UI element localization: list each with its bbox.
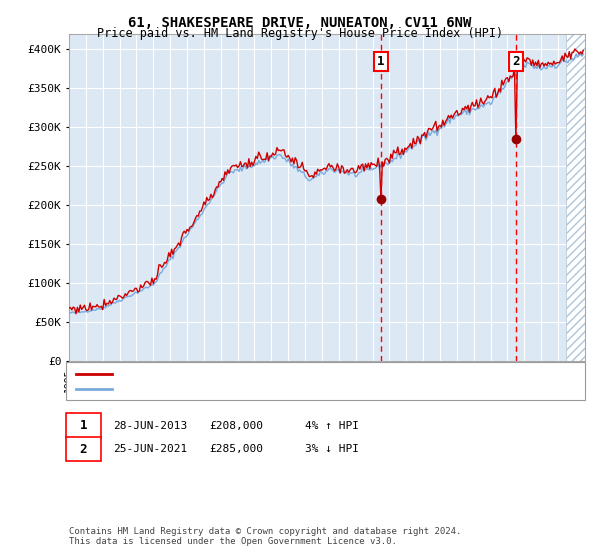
Text: 1: 1 (80, 419, 87, 432)
Text: 2: 2 (80, 442, 87, 456)
Text: 4% ↑ HPI: 4% ↑ HPI (305, 421, 359, 431)
Text: 25-JUN-2021: 25-JUN-2021 (113, 444, 187, 454)
Text: 61, SHAKESPEARE DRIVE, NUNEATON, CV11 6NW (detached house): 61, SHAKESPEARE DRIVE, NUNEATON, CV11 6N… (119, 369, 482, 379)
Text: 3% ↓ HPI: 3% ↓ HPI (305, 444, 359, 454)
Text: £285,000: £285,000 (209, 444, 263, 454)
Text: 28-JUN-2013: 28-JUN-2013 (113, 421, 187, 431)
Text: Price paid vs. HM Land Registry's House Price Index (HPI): Price paid vs. HM Land Registry's House … (97, 27, 503, 40)
Text: Contains HM Land Registry data © Crown copyright and database right 2024.
This d: Contains HM Land Registry data © Crown c… (69, 526, 461, 546)
Text: 1: 1 (377, 55, 385, 68)
Text: 61, SHAKESPEARE DRIVE, NUNEATON, CV11 6NW: 61, SHAKESPEARE DRIVE, NUNEATON, CV11 6N… (128, 16, 472, 30)
Text: 2: 2 (512, 55, 520, 68)
Text: £208,000: £208,000 (209, 421, 263, 431)
Text: HPI: Average price, detached house, Nuneaton and Bedworth: HPI: Average price, detached house, Nune… (119, 384, 476, 394)
Bar (566, 34, 585, 361)
